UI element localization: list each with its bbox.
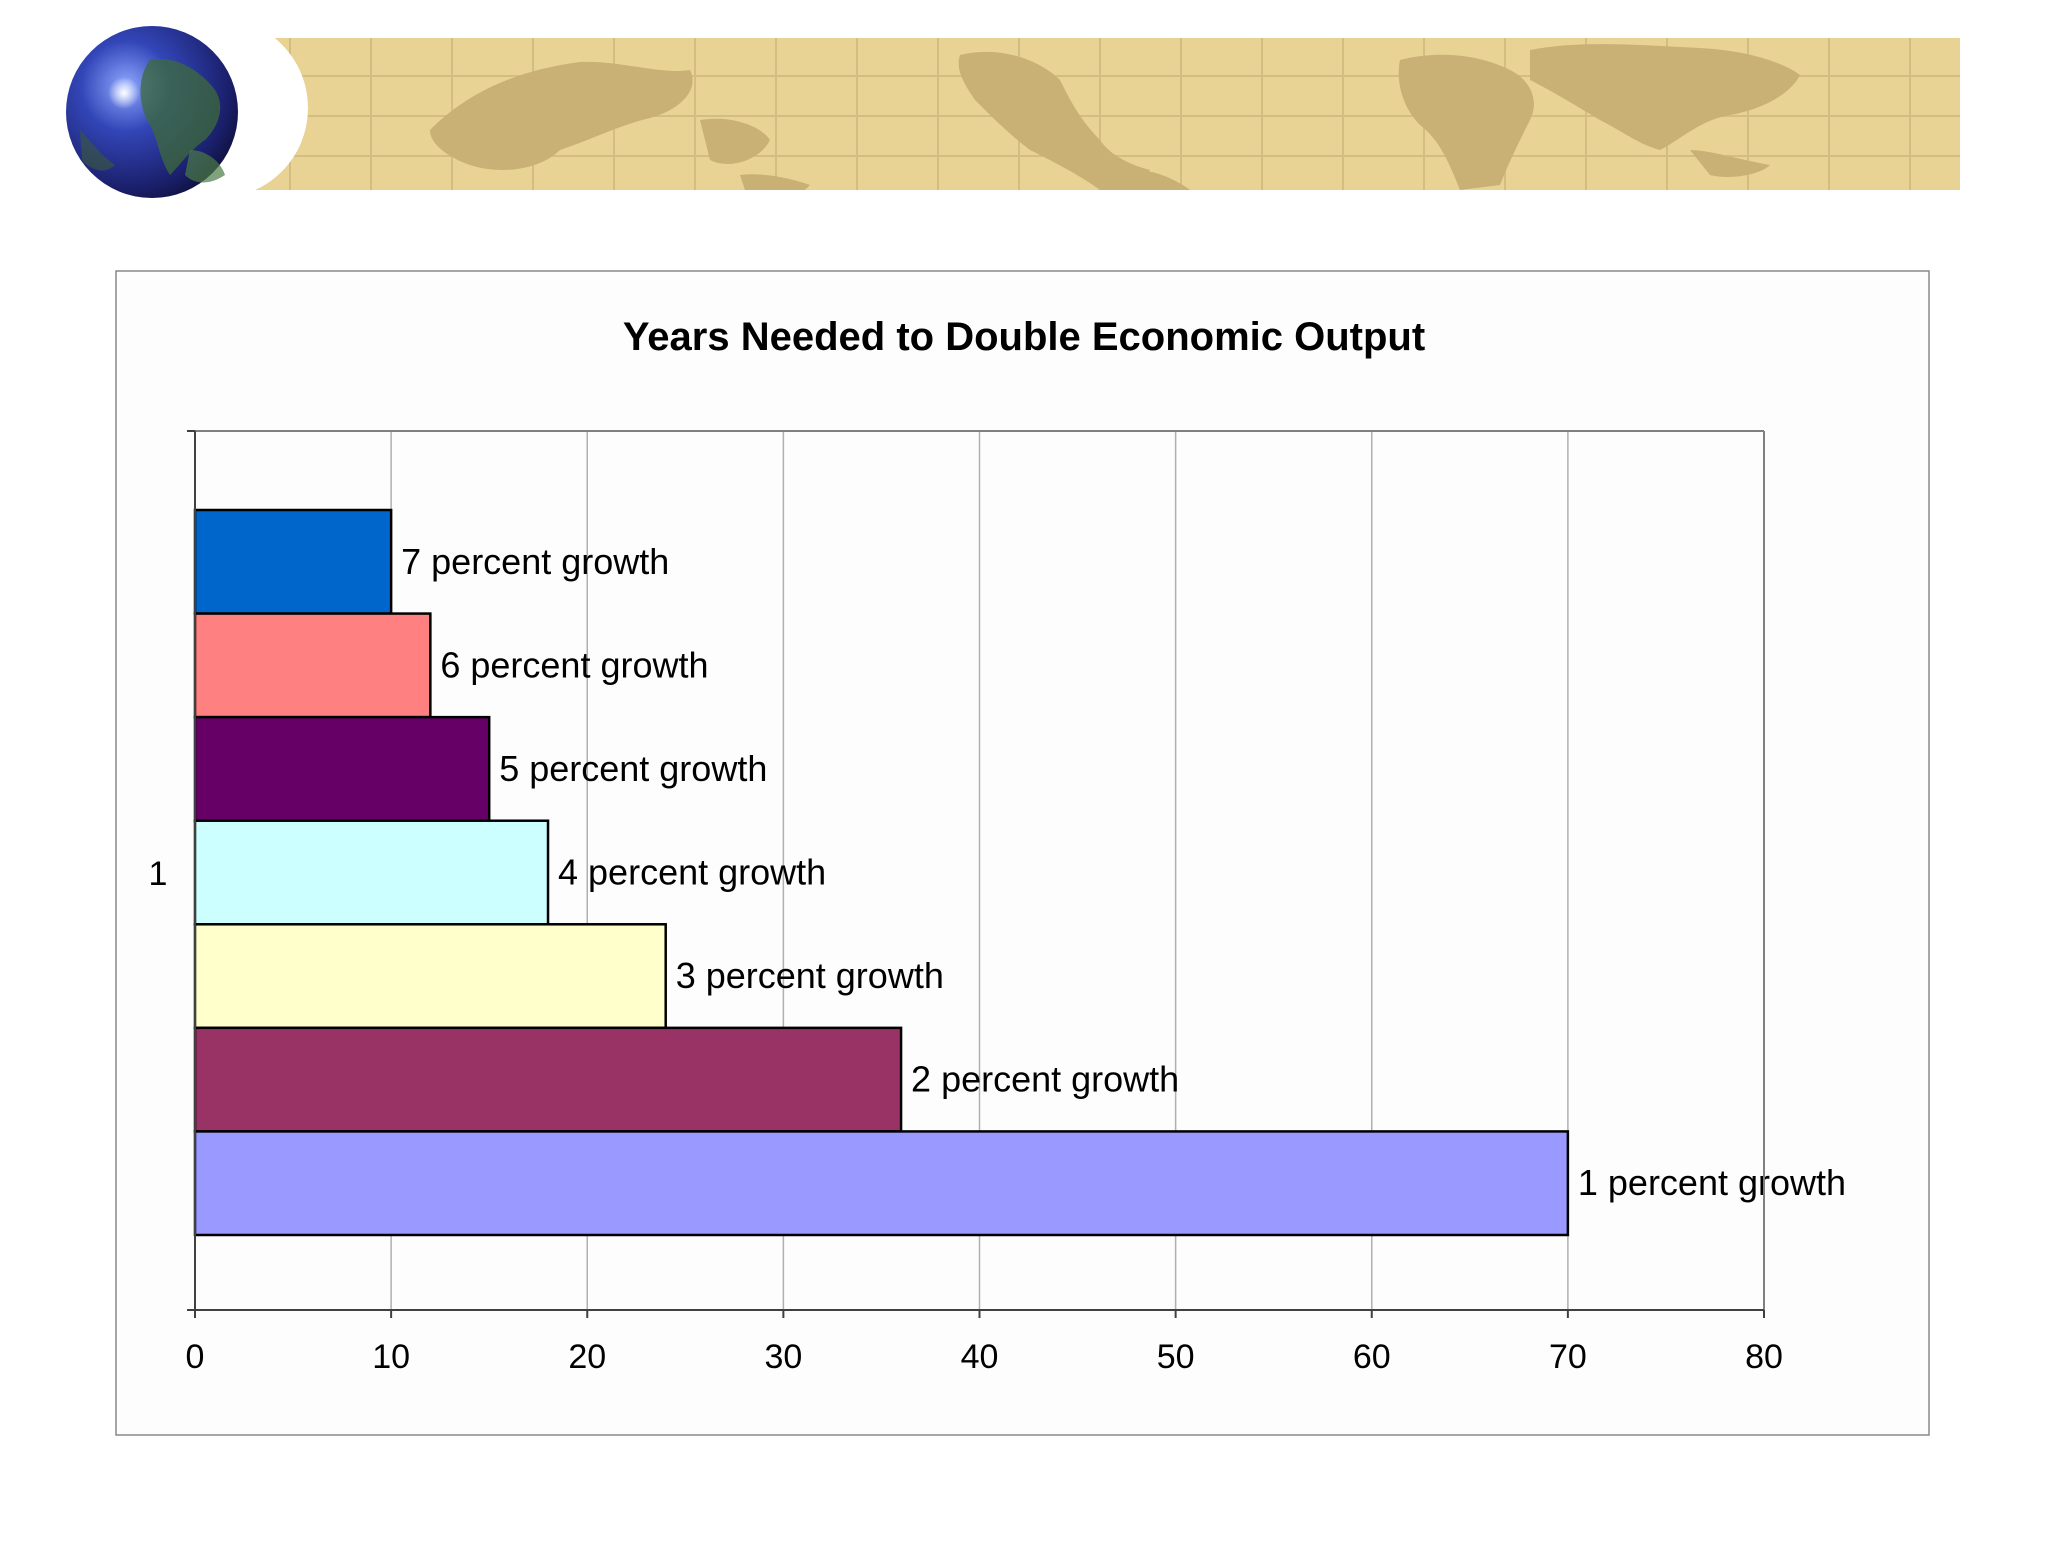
bar-data-label: 2 percent growth [911,1059,1179,1100]
bar-data-label: 7 percent growth [401,541,669,582]
x-tick-label: 50 [1157,1338,1195,1376]
bar [193,715,491,822]
banner-world-map [430,44,1800,190]
x-tick-label: 60 [1353,1338,1391,1376]
globe-logo-icon [66,18,308,198]
data-labels: 7 percent growth 6 percent growth 5 percen… [401,541,1846,1203]
banner-continent-shape [740,174,810,190]
x-tick-label: 40 [961,1338,999,1376]
x-tick-label: 20 [568,1338,606,1376]
banner-continent-shape [1398,54,1534,190]
globe-highlight [108,77,140,109]
bar [193,1026,903,1133]
banner-continent-shape [1690,150,1770,177]
banner-continent-shape [1530,44,1800,151]
banner-continent-shape [1105,168,1190,190]
x-tick-label: 0 [186,1338,205,1376]
globe-continent [80,130,115,171]
bar [193,923,667,1030]
banner-continent-shape [958,51,1150,190]
banner-continent-shape [430,61,693,170]
bar-data-label: 6 percent growth [440,644,708,685]
bars [193,508,1570,1237]
bar-data-label: 4 percent growth [558,852,826,893]
globe-continent [140,59,221,175]
category-axis-label: 1 [149,855,168,893]
chart-title: Years Needed to Double Economic Output [623,315,1425,359]
x-tick-label: 30 [764,1338,802,1376]
bar-data-label: 3 percent growth [676,955,944,996]
bar [193,612,432,719]
bar [193,819,550,926]
x-tick-label: 70 [1549,1338,1587,1376]
x-tick-label: 10 [372,1338,410,1376]
globe-continent [185,150,225,183]
bar-data-label: 5 percent growth [499,748,767,789]
bar [193,508,393,615]
bar [193,1130,1570,1237]
bar-data-label: 1 percent growth [1578,1162,1846,1203]
banner-continent-shape [700,118,770,164]
x-tick-label: 80 [1745,1338,1783,1376]
header-banner [240,38,1960,190]
axes: 0 10 20 30 40 50 60 70 80 [186,430,1783,1376]
